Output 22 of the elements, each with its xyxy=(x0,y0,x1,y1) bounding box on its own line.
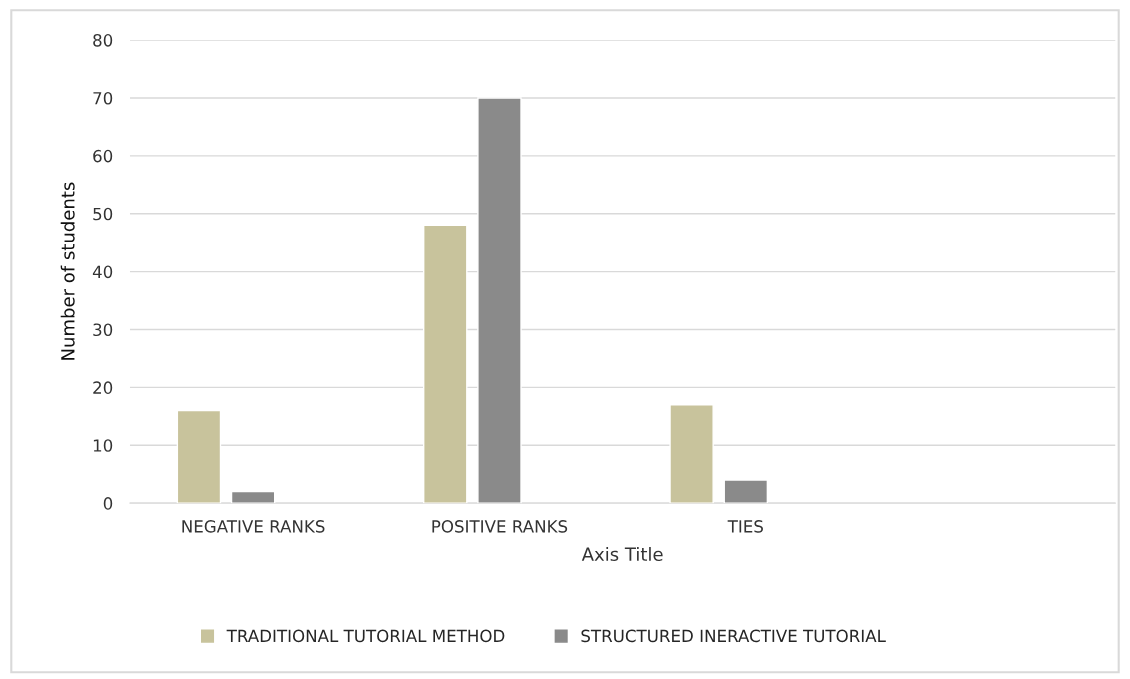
y-tick-label: 70 xyxy=(93,91,113,105)
y-tick-label: 60 xyxy=(93,149,113,163)
y-tick-label: 40 xyxy=(92,265,113,279)
bar xyxy=(423,224,468,504)
bar xyxy=(723,479,769,504)
legend-label: TRADITIONAL TUTORIAL METHOD xyxy=(226,629,505,643)
legend-label: STRUCTURED INERACTIVE TUTORIAL xyxy=(581,629,886,643)
y-axis-title: Number of students xyxy=(60,182,75,360)
x-axis-title: Axis Title xyxy=(581,547,663,562)
y-tick-label: 0 xyxy=(103,497,113,510)
x-tick-label: POSITIVE RANKS xyxy=(432,520,568,533)
y-tick-label: 80 xyxy=(93,34,113,47)
bar xyxy=(230,490,276,504)
x-tick-label: TIES xyxy=(727,520,763,533)
bar xyxy=(669,404,714,504)
y-tick-label: 30 xyxy=(93,323,113,337)
bar xyxy=(176,409,222,504)
y-tick-label: 10 xyxy=(93,439,113,452)
y-tick-label: 20 xyxy=(93,381,113,394)
y-tick-label: 50 xyxy=(93,207,113,221)
x-tick-label: NEGATIVE RANKS xyxy=(182,520,325,533)
bar xyxy=(477,97,522,504)
